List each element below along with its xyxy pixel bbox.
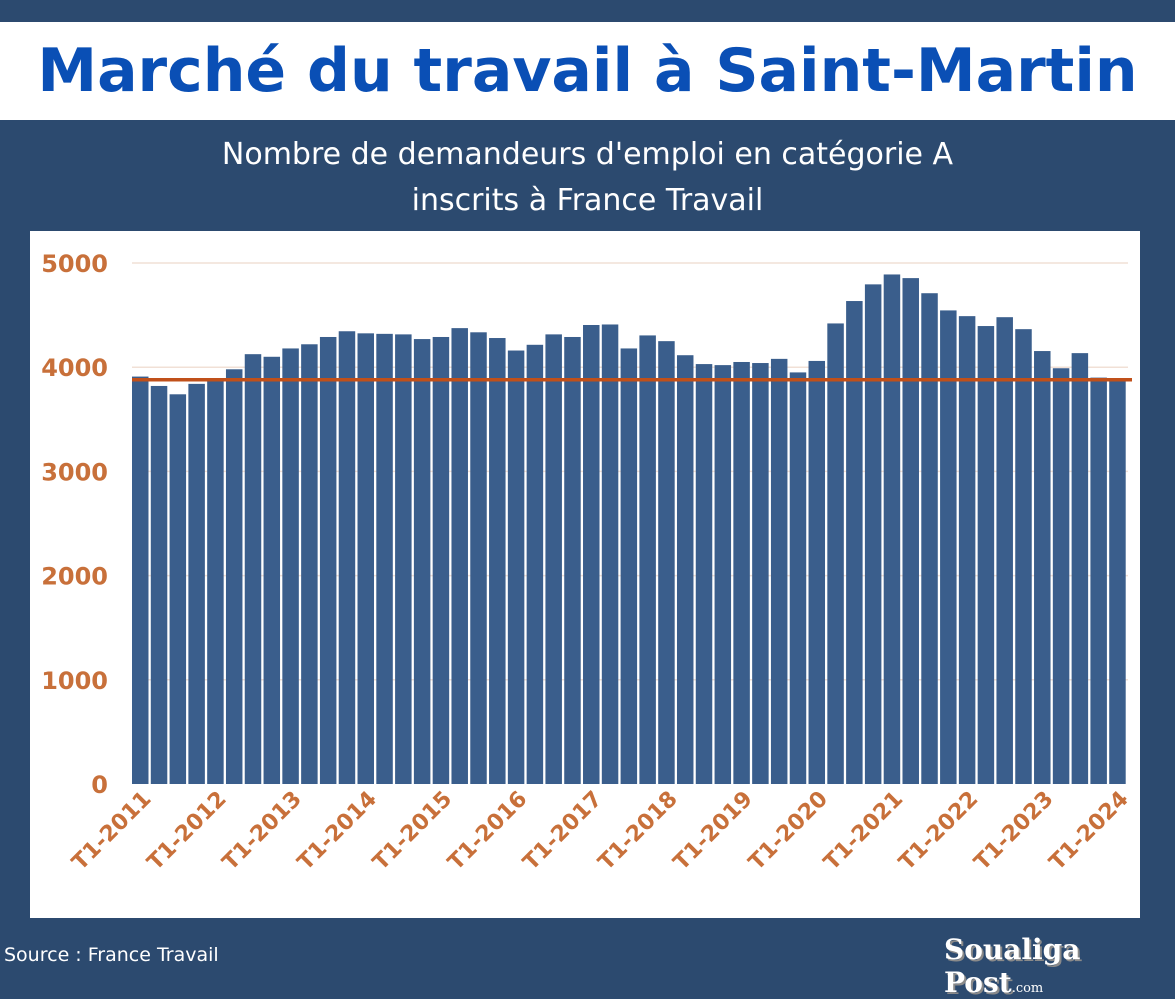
bar <box>883 274 901 784</box>
x-tick-label: T1-2012 <box>143 787 232 876</box>
bar <box>921 293 938 784</box>
bar <box>357 333 375 784</box>
y-tick-label: 2000 <box>41 563 108 591</box>
bar <box>564 336 581 784</box>
bar <box>1071 353 1089 784</box>
bar <box>902 278 919 784</box>
bar <box>789 372 807 784</box>
x-tick-label: T1-2017 <box>519 787 608 876</box>
bar <box>395 334 412 784</box>
y-tick-label: 0 <box>91 771 108 799</box>
bar <box>244 354 262 784</box>
bar <box>451 328 468 784</box>
bar <box>526 344 544 784</box>
bar <box>432 336 450 784</box>
bar <box>545 334 562 784</box>
bar <box>225 369 243 784</box>
bar <box>658 341 675 784</box>
x-tick-label: T1-2022 <box>894 787 983 876</box>
y-tick-label: 1000 <box>41 667 108 695</box>
x-tick-label: T1-2023 <box>970 787 1059 876</box>
bar <box>338 331 356 784</box>
bar <box>846 301 863 784</box>
y-tick-label: 4000 <box>41 354 108 382</box>
bar <box>639 335 656 784</box>
bar <box>319 336 337 784</box>
bar <box>1052 368 1070 784</box>
x-tick-label: T1-2021 <box>819 787 908 876</box>
logo-suffix: .com <box>1011 981 1044 996</box>
bar <box>169 394 187 784</box>
bar <box>489 338 506 784</box>
bar <box>583 324 600 784</box>
x-tick-label: T1-2016 <box>443 787 532 876</box>
source-note: Source : France Travail <box>4 944 219 966</box>
bar <box>676 355 694 784</box>
bar <box>733 361 750 784</box>
bar <box>263 356 281 784</box>
chart-subtitle: Nombre de demandeurs d'emploi en catégor… <box>0 132 1175 224</box>
bar <box>282 348 299 784</box>
bar <box>601 324 619 784</box>
bar <box>714 365 732 784</box>
x-tick-label: T1-2015 <box>368 787 457 876</box>
x-tick-label: T1-2024 <box>1045 787 1134 876</box>
bar <box>695 364 713 784</box>
bar-chart: 010002000300040005000T1-2011T1-2012T1-20… <box>41 250 1134 876</box>
bar <box>752 363 769 784</box>
bar <box>1109 378 1126 784</box>
x-tick-label: T1-2014 <box>293 787 382 876</box>
x-tick-label: T1-2019 <box>669 787 758 876</box>
bar <box>1015 329 1032 784</box>
chart-title-line2: inscrits à France Travail <box>411 183 764 218</box>
title-band: Marché du travail à Saint-Martin <box>0 22 1175 120</box>
bar <box>940 310 957 784</box>
y-tick-label: 3000 <box>41 458 108 486</box>
y-tick-label: 5000 <box>41 250 108 278</box>
bar <box>770 358 788 784</box>
bar <box>188 383 205 784</box>
bar <box>808 360 826 784</box>
bar <box>132 376 149 784</box>
bar <box>996 317 1013 784</box>
chart-title-line1: Nombre de demandeurs d'emploi en catégor… <box>221 137 954 172</box>
x-tick-label: T1-2018 <box>594 787 683 876</box>
chart-area: 0 1000 2000 3000 4000 5000 T1-2011 T1-2012 T1-20… <box>30 231 1140 918</box>
x-tick-label: T1-2013 <box>218 787 307 876</box>
bar <box>1090 377 1107 784</box>
bar <box>150 385 168 784</box>
bar <box>376 333 393 784</box>
bar <box>864 284 882 784</box>
bar <box>827 323 844 784</box>
bar <box>413 339 431 784</box>
bar <box>301 344 318 784</box>
bar <box>620 348 638 784</box>
bar <box>977 326 995 784</box>
bar <box>958 316 976 784</box>
bar <box>207 379 224 784</box>
soualiga-post-logo: Soualiga Post.com <box>944 933 1175 999</box>
bar <box>1034 351 1051 784</box>
x-tick-label: T1-2020 <box>744 787 833 876</box>
bar <box>507 350 525 784</box>
x-tick-label: T1-2011 <box>68 787 157 876</box>
page-title: Marché du travail à Saint-Martin <box>37 36 1138 106</box>
bar <box>470 332 487 784</box>
